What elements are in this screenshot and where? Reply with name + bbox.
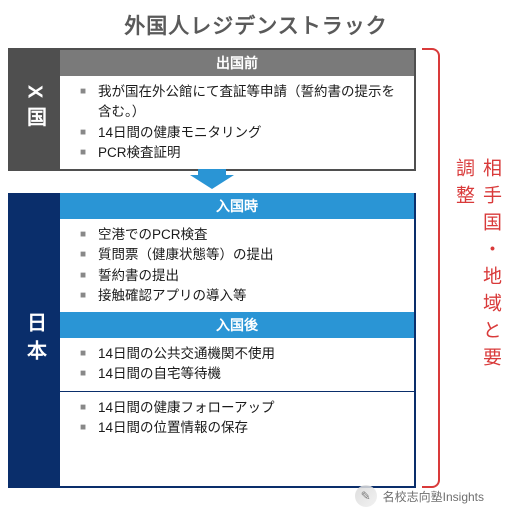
- phase-header-arrival: 入国時: [60, 193, 414, 219]
- diagram-title: 外国人レジデンストラック: [8, 10, 504, 40]
- arrow-stem: [198, 169, 226, 175]
- phase-header-post-arrival: 入国後: [60, 312, 414, 338]
- items-post-arrival-g2: 14日間の健康フォローアップ 14日間の位置情報の保存: [60, 392, 414, 445]
- content-japan: 入国時 空港でのPCR検査 質問票（健康状態等）の提出 誓約書の提出 接触確認ア…: [60, 193, 414, 486]
- items-departure: 我が国在外公館にて査証等申請（誓約書の提示を含む。） 14日間の健康モニタリング…: [60, 76, 414, 169]
- country-label-japan: 日本: [10, 193, 60, 486]
- watermark-text: 名校志向塾Insights: [383, 488, 484, 505]
- items-post-arrival-g1: 14日間の公共交通機関不使用 14日間の自宅等待機: [60, 338, 414, 391]
- content-x: 出国前 我が国在外公館にて査証等申請（誓約書の提示を含む。） 14日間の健康モニ…: [60, 50, 414, 169]
- watermark: ✎ 名校志向塾Insights: [355, 485, 484, 507]
- list-item: 14日間の自宅等待機: [80, 364, 404, 384]
- bracket-icon: [422, 48, 440, 488]
- bracket-label: 相手国・地域と要調整: [450, 158, 504, 378]
- items-arrival: 空港でのPCR検査 質問票（健康状態等）の提出 誓約書の提出 接触確認アプリの導…: [60, 219, 414, 312]
- country-label-x: X国: [10, 50, 60, 169]
- list-item: 14日間の健康モニタリング: [80, 123, 404, 143]
- arrow-down-icon: [190, 175, 234, 189]
- list-item: PCR検査証明: [80, 143, 404, 163]
- list-item: 誓約書の提出: [80, 266, 404, 286]
- list-item: 我が国在外公館にて査証等申請（誓約書の提示を含む。）: [80, 82, 404, 123]
- list-item: 14日間の公共交通機関不使用: [80, 344, 404, 364]
- arrow-transition: [8, 171, 416, 193]
- list-item: 接触確認アプリの導入等: [80, 286, 404, 306]
- left-column: X国 出国前 我が国在外公館にて査証等申請（誓約書の提示を含む。） 14日間の健…: [8, 48, 416, 488]
- list-item: 14日間の健康フォローアップ: [80, 398, 404, 418]
- right-column: 相手国・地域と要調整: [416, 48, 492, 488]
- list-item: 14日間の位置情報の保存: [80, 418, 404, 438]
- section-x: X国 出国前 我が国在外公館にて査証等申請（誓約書の提示を含む。） 14日間の健…: [8, 48, 416, 171]
- diagram-body: X国 出国前 我が国在外公館にて査証等申請（誓約書の提示を含む。） 14日間の健…: [8, 48, 504, 488]
- list-item: 空港でのPCR検査: [80, 225, 404, 245]
- section-japan: 日本 入国時 空港でのPCR検査 質問票（健康状態等）の提出 誓約書の提出 接触…: [8, 191, 416, 488]
- list-item: 質問票（健康状態等）の提出: [80, 245, 404, 265]
- phase-header-departure: 出国前: [60, 50, 414, 76]
- watermark-icon: ✎: [355, 485, 377, 507]
